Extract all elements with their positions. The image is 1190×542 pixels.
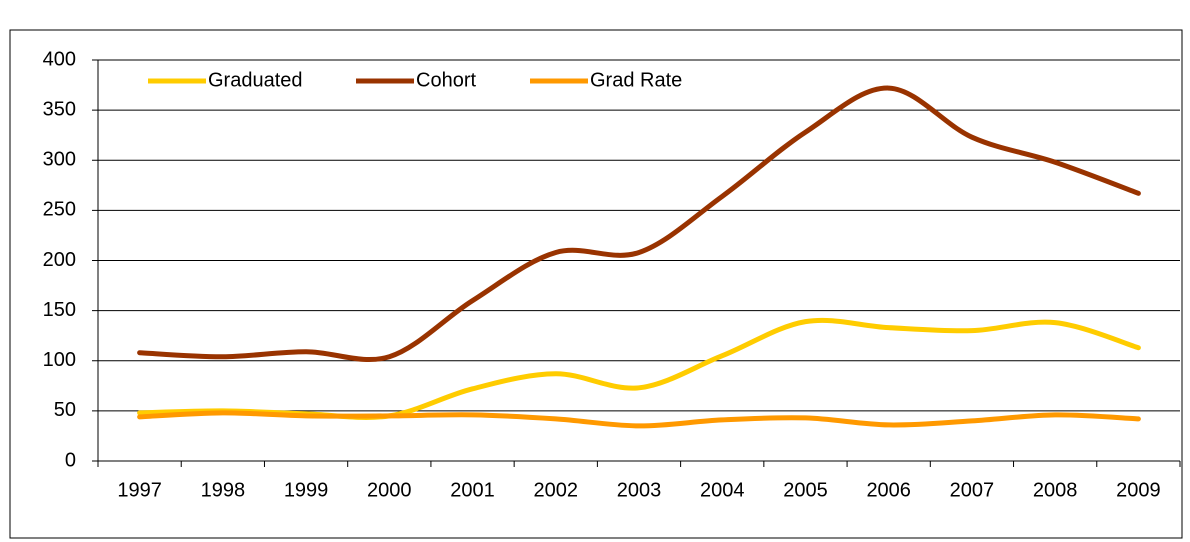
x-tick-label: 2006 (866, 479, 911, 501)
x-tick-label: 2004 (700, 479, 745, 501)
x-tick-label: 2008 (1033, 479, 1078, 501)
x-tick-label: 2002 (534, 479, 579, 501)
x-tick-label: 2001 (450, 479, 495, 501)
series-line (137, 410, 1141, 429)
x-tick-label: 1999 (284, 479, 329, 501)
y-tick-label: 250 (43, 199, 76, 221)
legend-label: Graduated (208, 69, 303, 91)
x-tick-label: 1997 (117, 479, 162, 501)
x-tick-label: 2000 (367, 479, 412, 501)
x-tick-label: 2007 (950, 479, 995, 501)
y-tick-label: 300 (43, 149, 76, 171)
y-tick-label: 100 (43, 349, 76, 371)
x-tick-label: 2003 (617, 479, 662, 501)
y-tick-label: 350 (43, 98, 76, 120)
y-tick-label: 50 (54, 399, 76, 421)
y-tick-label: 200 (43, 249, 76, 271)
legend-label: Cohort (416, 69, 476, 91)
x-tick-label: 2005 (783, 479, 828, 501)
chart-border (9, 29, 1183, 539)
y-tick-label: 400 (43, 48, 76, 70)
series-line (137, 85, 1141, 362)
y-tick-label: 0 (65, 449, 76, 471)
x-tick-label: 1998 (201, 479, 246, 501)
x-tick-label: 2009 (1116, 479, 1161, 501)
legend-label: Grad Rate (590, 69, 682, 91)
y-tick-label: 150 (43, 299, 76, 321)
